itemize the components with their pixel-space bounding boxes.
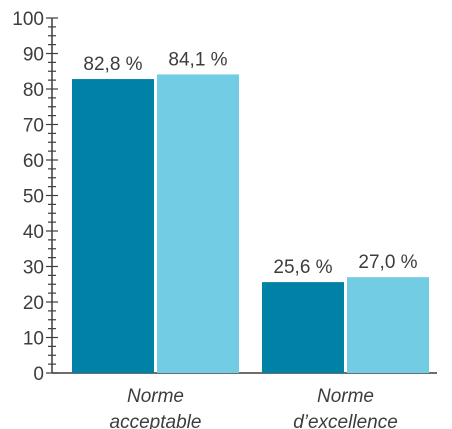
y-tick-label: 20: [23, 293, 44, 314]
bars-layer: [72, 74, 429, 373]
bar: [72, 79, 154, 373]
bar: [347, 277, 429, 373]
data-label: 27,0 %: [358, 252, 417, 273]
labels-layer: 82,8 % 25,6 % 84,1 % 27,0 % Norme acceptable N…: [83, 49, 417, 429]
x-category-label: acceptable: [110, 412, 202, 429]
y-tick-label: 90: [23, 45, 44, 66]
y-tick-label: 30: [23, 258, 44, 279]
bar: [157, 74, 239, 373]
y-tick-label: 70: [23, 116, 44, 137]
x-category-label: Norme: [317, 386, 374, 407]
bar: [262, 282, 344, 373]
y-tick-label: 60: [23, 151, 44, 172]
y-tick-label: 50: [23, 187, 44, 208]
data-label: 84,1 %: [168, 49, 227, 70]
y-tick-label: 10: [23, 329, 44, 350]
x-category-label: Norme: [127, 386, 184, 407]
y-tick-label: 80: [23, 80, 44, 101]
y-tick-label: 0: [33, 364, 44, 385]
data-label: 82,8 %: [83, 54, 142, 75]
data-label: 25,6 %: [273, 257, 332, 278]
y-tick-label: 40: [23, 222, 44, 243]
y-tick-label: 100: [12, 9, 44, 30]
x-category-label: d’excellence: [293, 412, 398, 429]
